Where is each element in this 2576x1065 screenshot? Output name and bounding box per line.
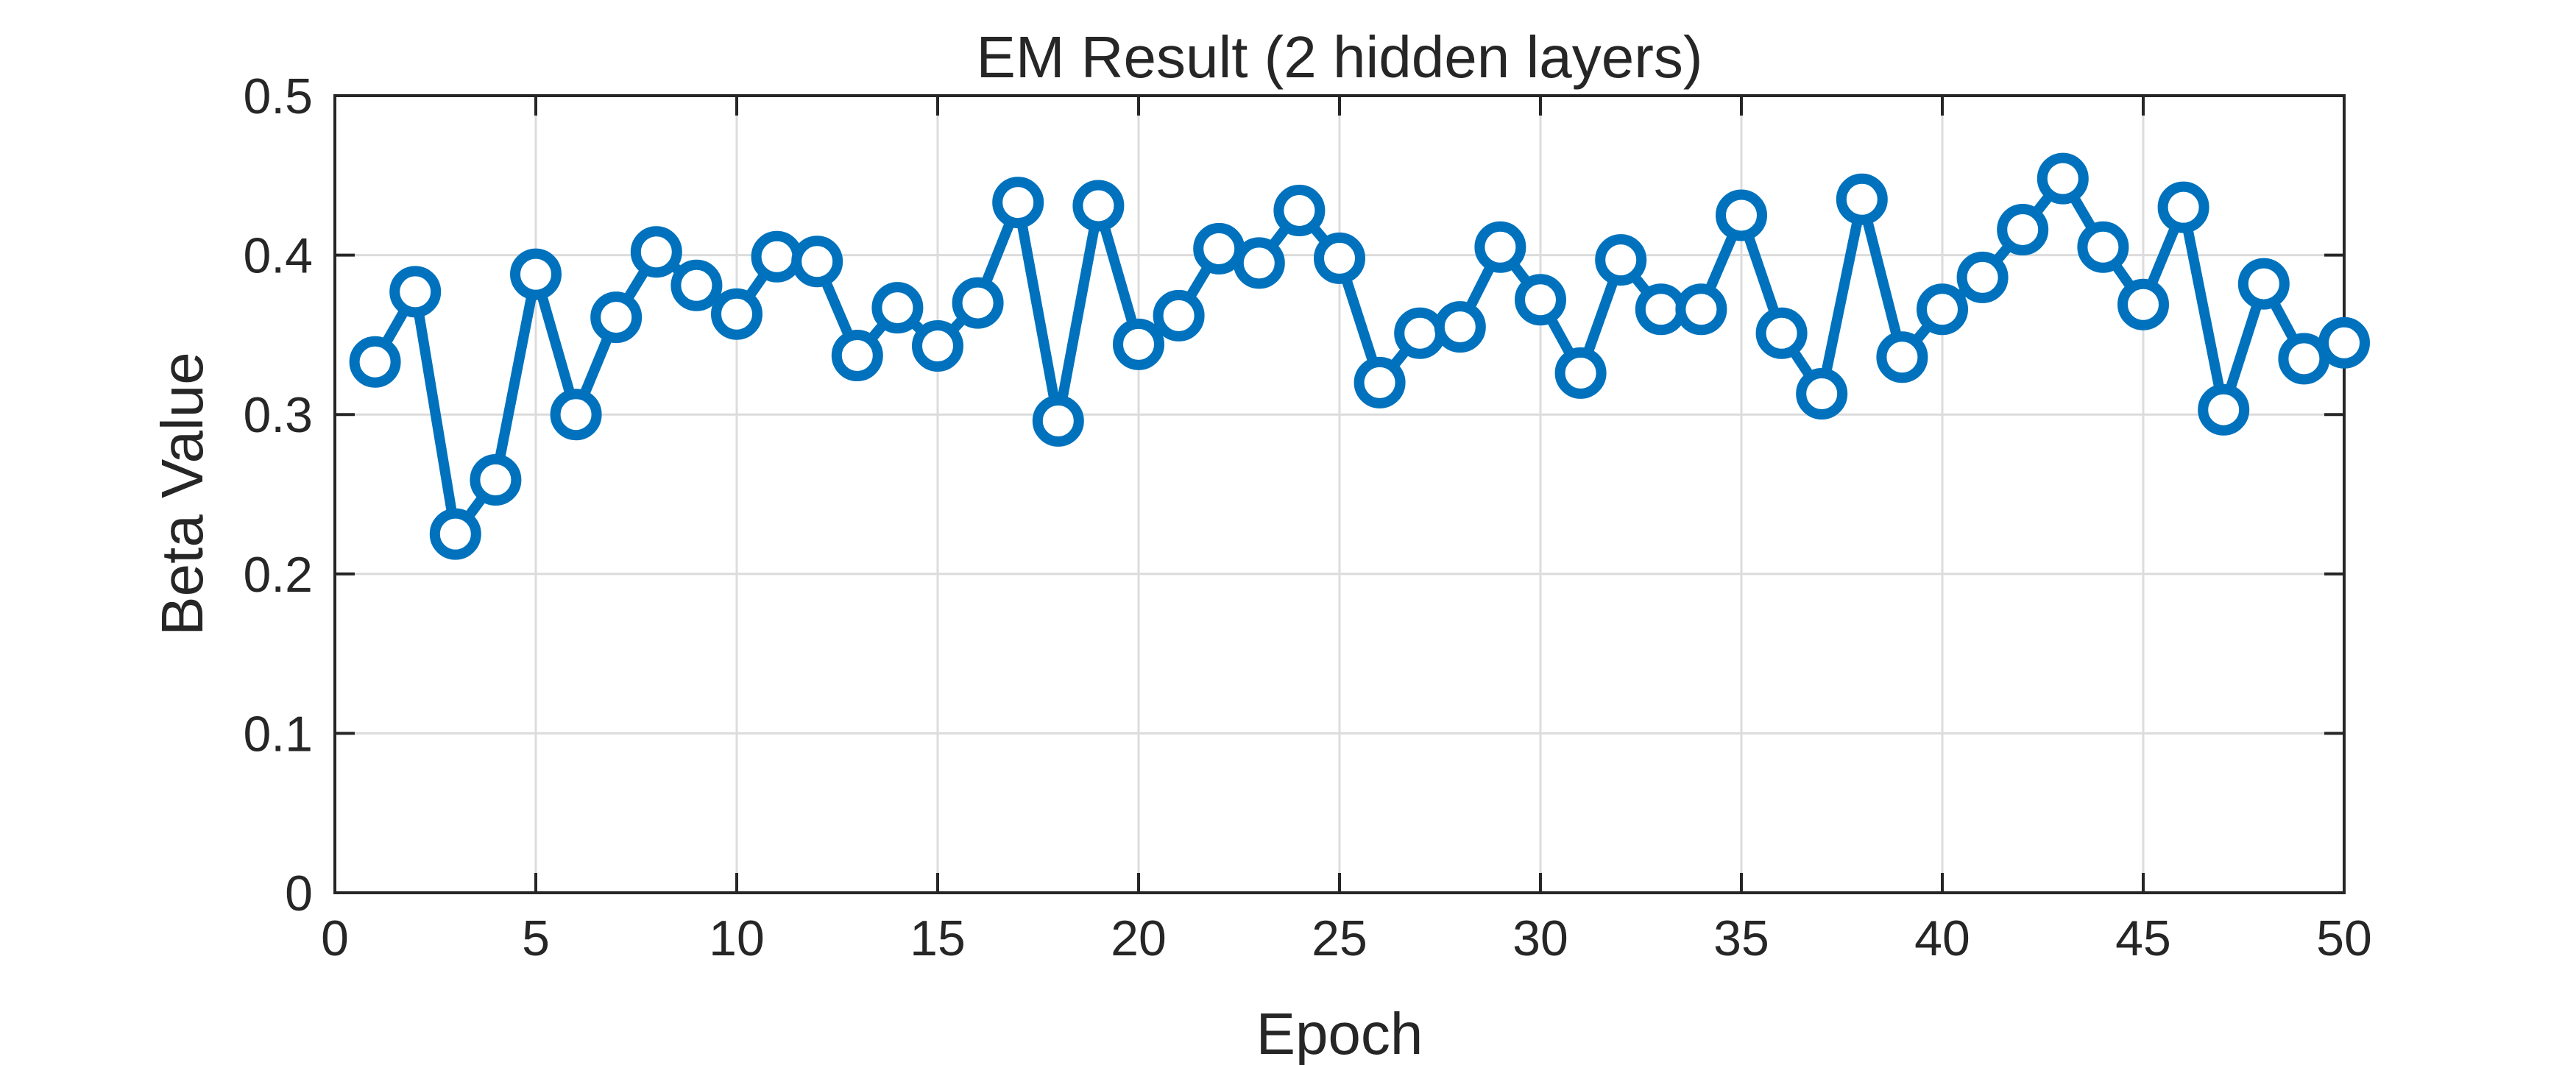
data-point bbox=[711, 288, 762, 340]
data-point bbox=[510, 248, 562, 300]
data-point bbox=[912, 320, 963, 372]
data-point bbox=[1153, 289, 1205, 342]
data-point bbox=[630, 226, 682, 278]
x-tick-label: 5 bbox=[522, 910, 550, 966]
data-point bbox=[1554, 347, 1607, 399]
data-point bbox=[1072, 180, 1125, 232]
data-point bbox=[1394, 307, 1446, 359]
data-point bbox=[1314, 232, 1365, 284]
data-point bbox=[992, 177, 1044, 229]
y-tick-label: 0.1 bbox=[243, 706, 313, 762]
data-point bbox=[590, 291, 643, 344]
data-point bbox=[1032, 394, 1084, 447]
data-point bbox=[550, 389, 602, 441]
x-tick-label: 0 bbox=[321, 910, 349, 966]
y-tick-label: 0.2 bbox=[243, 547, 313, 603]
data-point bbox=[2077, 221, 2129, 273]
x-tick-label: 25 bbox=[1312, 910, 1367, 966]
y-tick-label: 0.4 bbox=[243, 228, 313, 284]
x-tick-label: 20 bbox=[1111, 910, 1167, 966]
data-point bbox=[2237, 258, 2290, 310]
data-point bbox=[1876, 331, 1928, 383]
data-point bbox=[1233, 237, 1285, 289]
x-tick-label: 40 bbox=[1914, 910, 1970, 966]
x-tick-label: 15 bbox=[910, 910, 966, 966]
data-point bbox=[2117, 278, 2169, 330]
x-tick-label: 10 bbox=[709, 910, 765, 966]
data-point bbox=[2157, 181, 2209, 233]
data-point bbox=[1515, 274, 1566, 326]
data-point bbox=[1836, 173, 1888, 225]
data-point bbox=[1474, 221, 1526, 273]
data-point bbox=[1917, 283, 1968, 336]
data-point bbox=[1716, 189, 1767, 241]
chart-title: EM Result (2 hidden layers) bbox=[976, 24, 1702, 90]
x-tick-label: 30 bbox=[1512, 910, 1568, 966]
data-point bbox=[1434, 301, 1486, 353]
data-point bbox=[1796, 368, 1848, 420]
data-point bbox=[1273, 184, 1326, 236]
data-point bbox=[470, 454, 522, 506]
data-point bbox=[2318, 316, 2370, 369]
x-axis-label: Epoch bbox=[1256, 1001, 1423, 1065]
data-point bbox=[751, 230, 803, 283]
data-point bbox=[831, 330, 883, 382]
data-point bbox=[1595, 234, 1647, 286]
y-tick-label: 0.5 bbox=[243, 68, 313, 124]
data-point bbox=[1755, 307, 1808, 359]
data-point bbox=[389, 266, 442, 318]
data-point bbox=[2278, 333, 2330, 385]
data-point bbox=[1956, 251, 2009, 303]
y-tick-label: 0.3 bbox=[243, 387, 313, 443]
data-point bbox=[1113, 318, 1164, 370]
data-point bbox=[1997, 203, 2049, 255]
y-axis-label: Beta Value bbox=[149, 352, 215, 635]
data-point bbox=[791, 236, 843, 288]
data-point bbox=[349, 336, 401, 388]
data-point bbox=[871, 282, 924, 334]
x-tick-label: 50 bbox=[2316, 910, 2372, 966]
axis-ticks: 0 5 10 15 20 25 30 35 40 45 50 0 0.1 0.2 0.3 0.4 0.5 bbox=[243, 68, 2371, 966]
data-series bbox=[349, 152, 2370, 560]
y-tick-label: 0 bbox=[285, 866, 313, 921]
data-point bbox=[1193, 222, 1245, 275]
data-point bbox=[1354, 356, 1406, 408]
data-point bbox=[952, 277, 1004, 329]
data-point bbox=[429, 508, 481, 560]
data-point bbox=[2198, 383, 2250, 436]
x-tick-label: 45 bbox=[2115, 910, 2171, 966]
data-point bbox=[1675, 283, 1727, 336]
x-tick-label: 35 bbox=[1713, 910, 1769, 966]
data-point bbox=[670, 259, 723, 311]
data-point bbox=[2037, 152, 2089, 205]
